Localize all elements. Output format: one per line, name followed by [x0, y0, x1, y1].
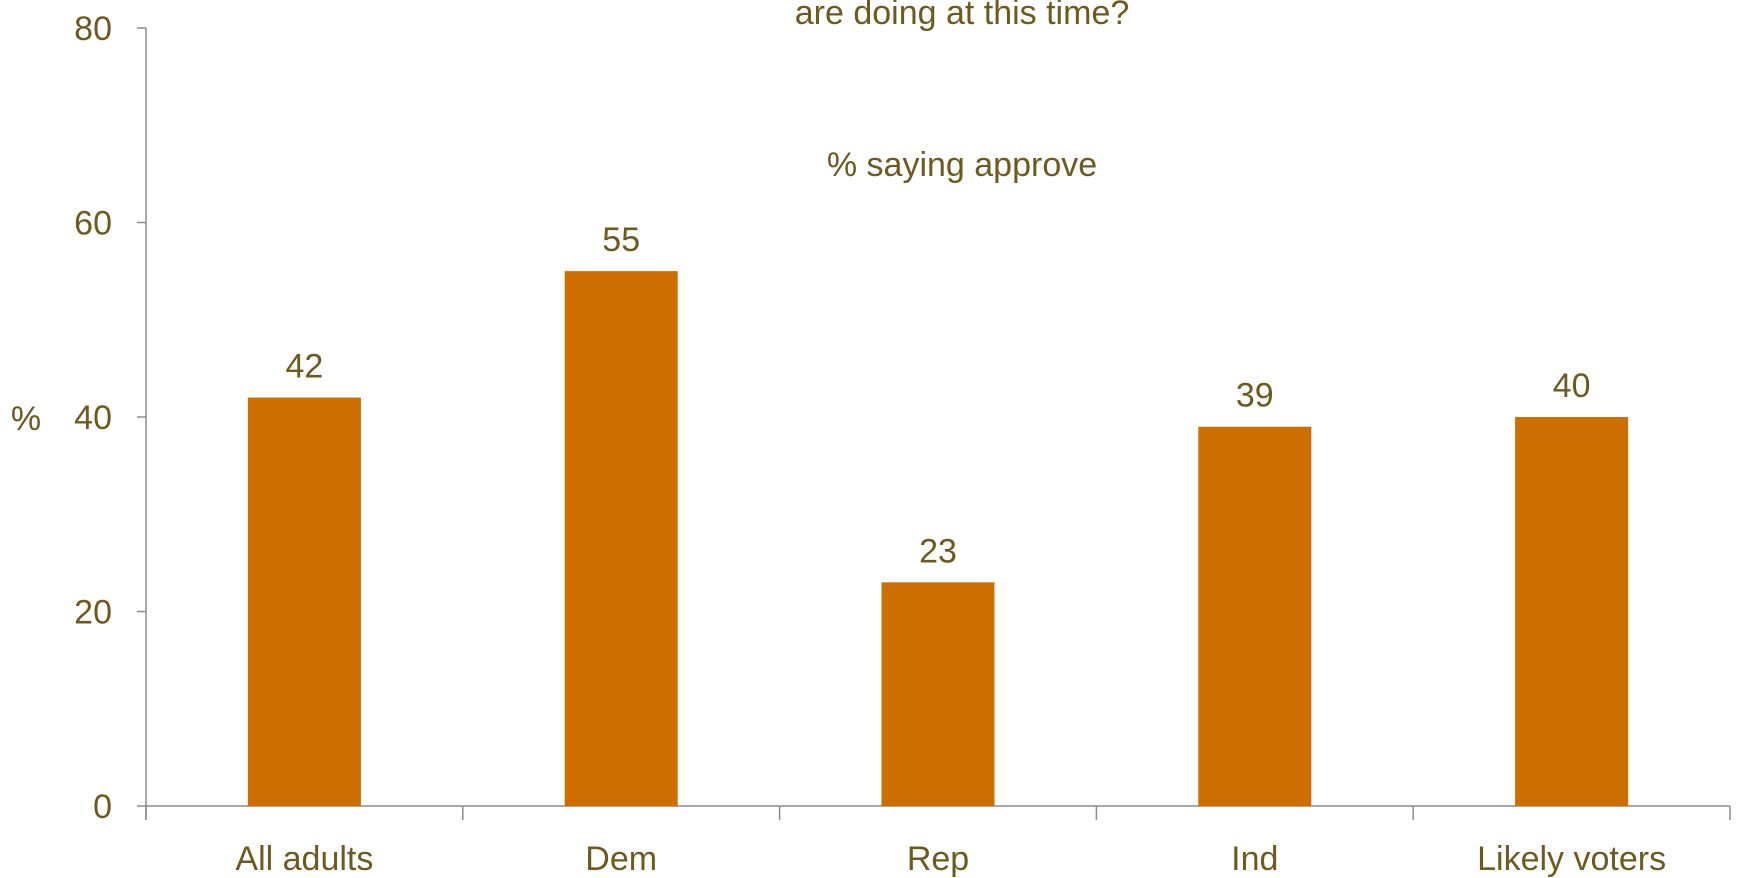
data-label: 40 [1553, 367, 1591, 405]
x-tick-label: Rep [907, 840, 969, 878]
y-tick-label: 80 [74, 10, 112, 48]
x-tick-labels: All adults Dem Rep Ind Likely voters [235, 840, 1666, 878]
x-tick-label: Likely voters [1477, 840, 1666, 878]
x-axis [145, 805, 1731, 820]
y-tick-label: 60 [74, 205, 112, 243]
bar [247, 397, 361, 806]
x-tick-label: Dem [585, 840, 657, 878]
y-tick-label: 0 [93, 788, 112, 826]
data-label: 39 [1236, 377, 1274, 415]
y-tick-label: 40 [74, 399, 112, 437]
data-label: 23 [919, 532, 957, 570]
data-label: 42 [285, 348, 323, 386]
bar [1515, 417, 1629, 806]
bars [247, 271, 1629, 806]
bar [1198, 426, 1312, 806]
bar [881, 582, 995, 806]
data-label: 55 [602, 221, 640, 259]
data-labels: 42 55 23 39 40 [285, 221, 1590, 570]
x-tick-label: All adults [235, 840, 373, 878]
bar [564, 271, 678, 806]
chart-title: are doing at this time? [795, 0, 1130, 32]
y-axis-label: % [11, 400, 41, 438]
y-tick-label: 20 [74, 594, 112, 632]
y-axis: 0 20 40 60 80 [74, 10, 147, 826]
chart-subtitle: % saying approve [827, 146, 1097, 184]
x-tick-label: Ind [1231, 840, 1278, 878]
